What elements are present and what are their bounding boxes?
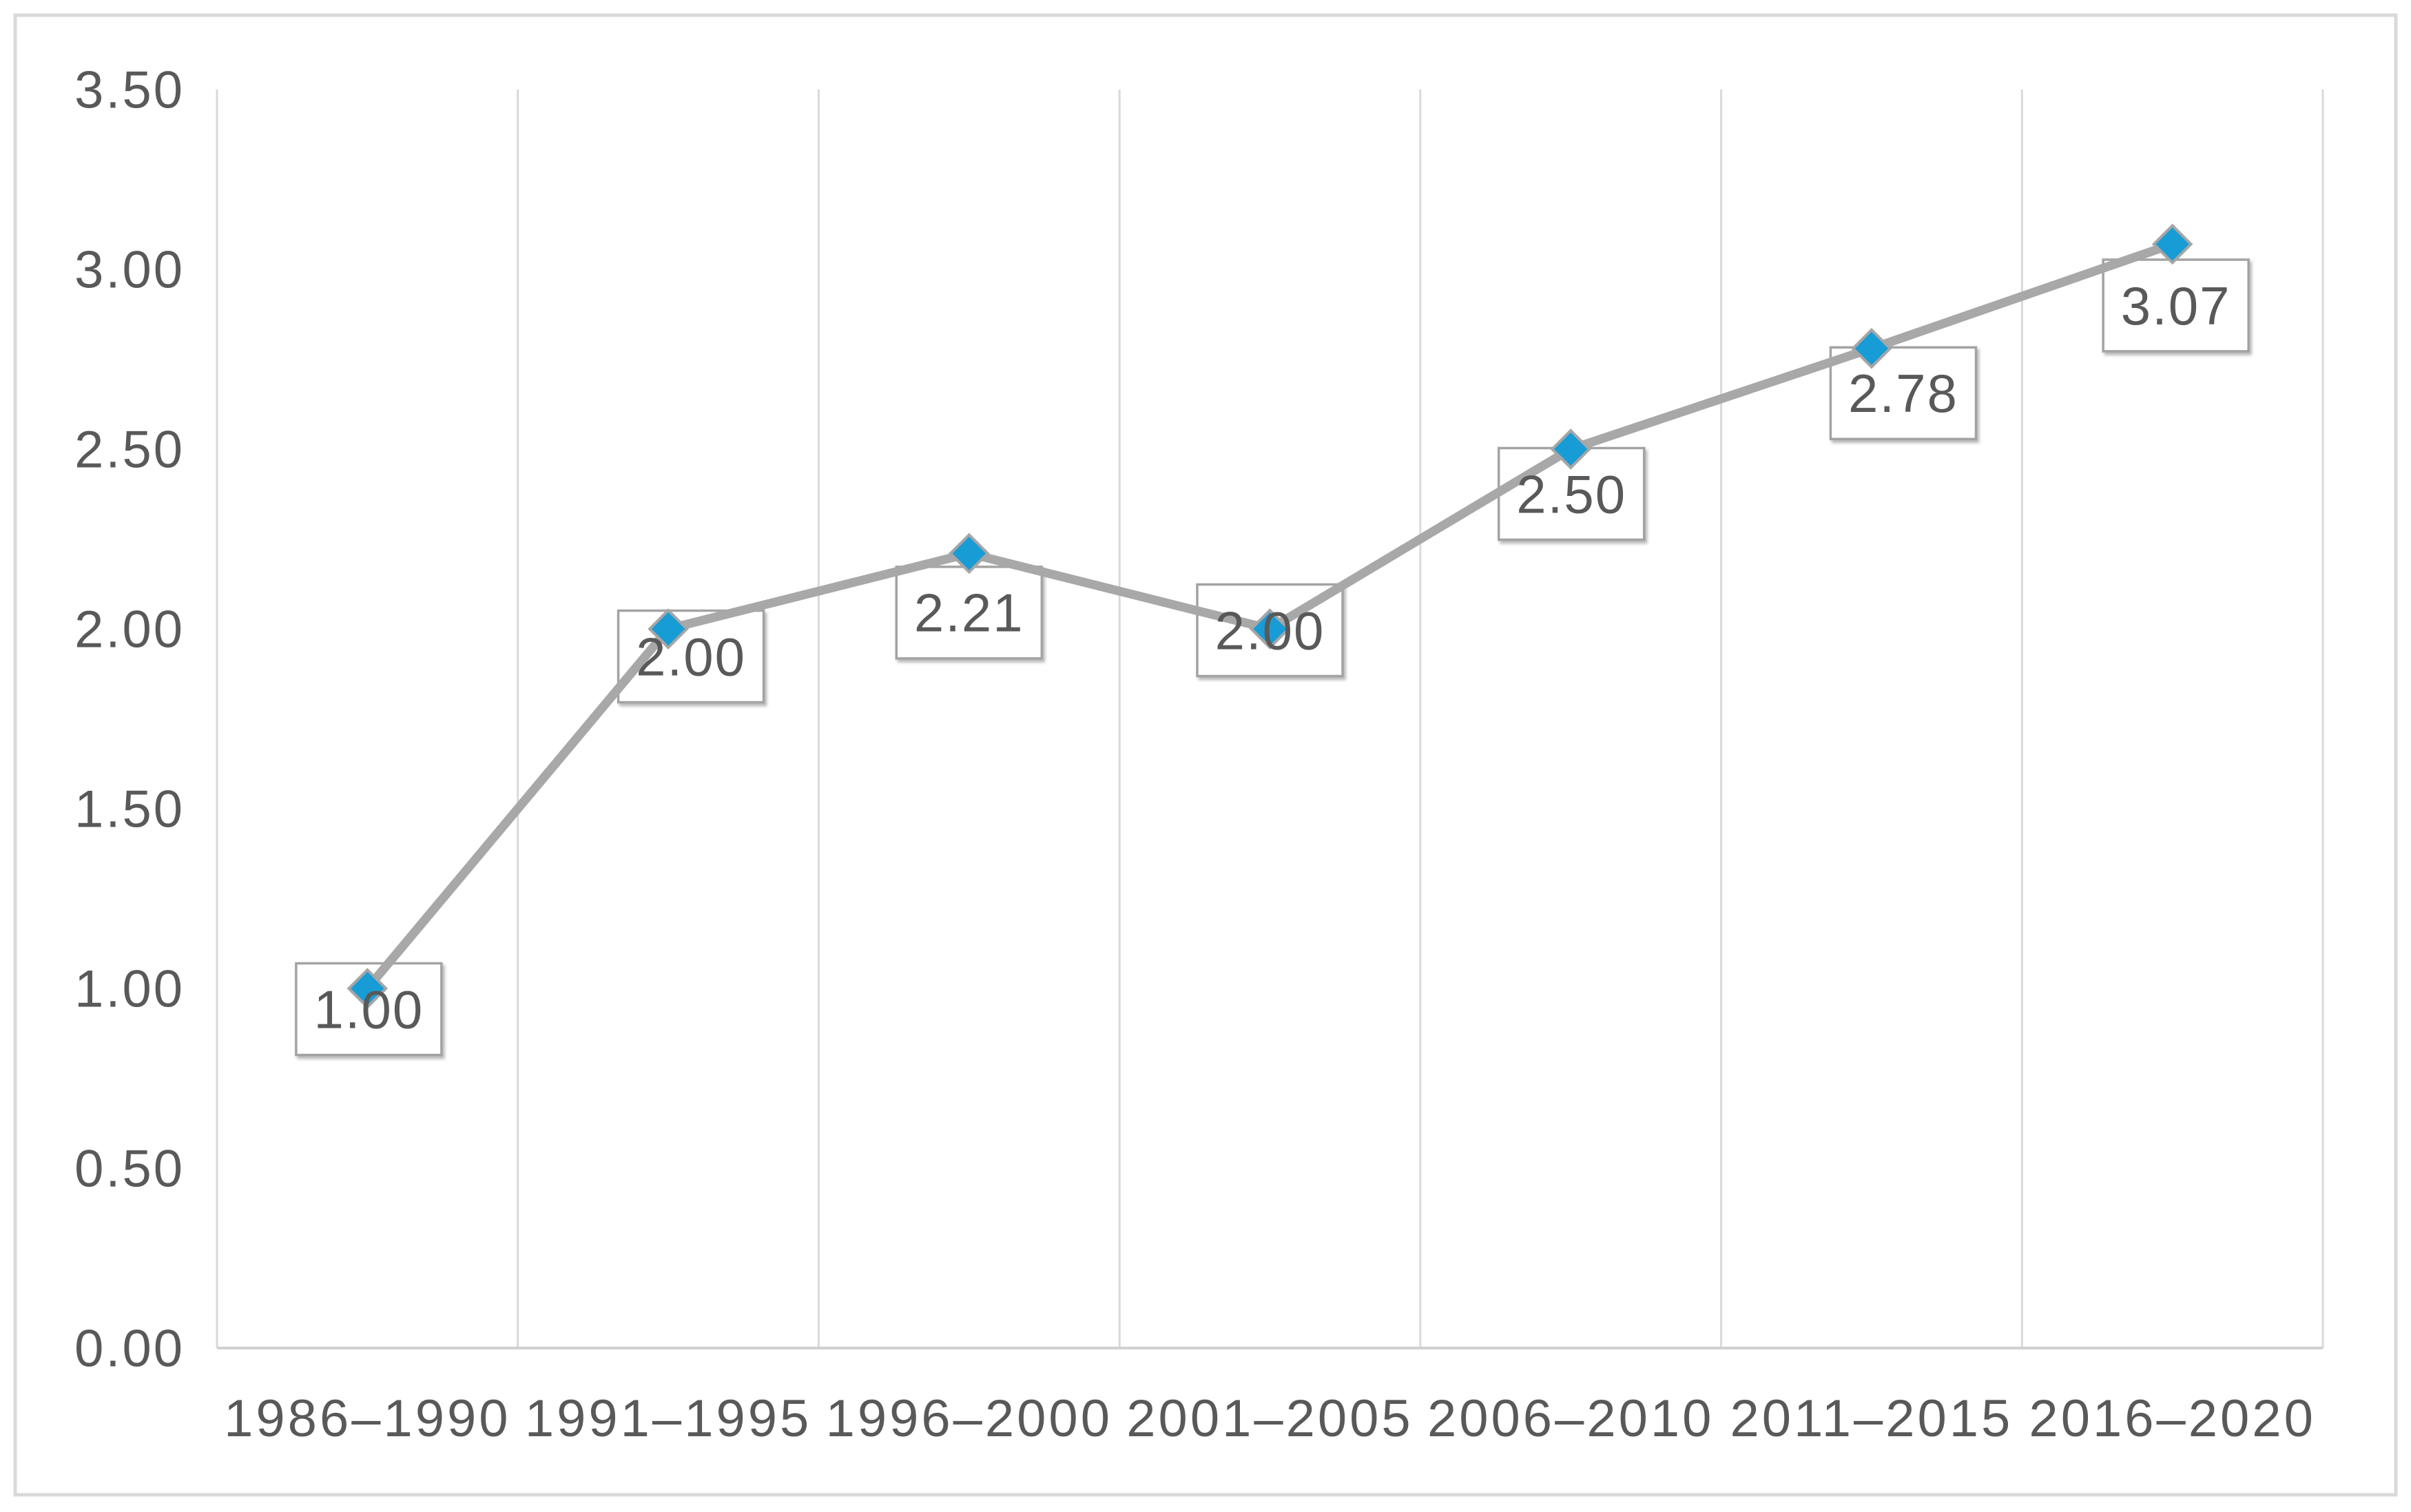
x-axis-category-label: 1986–1990	[224, 1389, 510, 1448]
y-axis-tick-label: 0.50	[74, 1140, 185, 1199]
chart-border	[13, 13, 2398, 1497]
y-axis-tick-label: 0.00	[74, 1320, 185, 1378]
markers-group	[346, 223, 2193, 1009]
x-axis-category-label: 1991–1995	[525, 1389, 811, 1448]
data-label-value: 2.00	[1215, 600, 1325, 661]
x-axis-category-label: 2001–2005	[1126, 1389, 1413, 1448]
data-point-marker	[346, 968, 389, 1009]
data-label-value: 3.07	[2121, 276, 2231, 336]
x-axis-category-label: 2016–2020	[2029, 1389, 2315, 1448]
data-label-value: 2.50	[1516, 464, 1626, 524]
data-point-marker	[2151, 223, 2193, 265]
data-label-texts-group: 1.00 2.00 2.21 2.00 2.50 2.78 3.07	[313, 276, 2231, 1040]
data-point-marker	[648, 608, 689, 650]
y-axis-tick-label: 1.00	[74, 960, 185, 1019]
y-axis-tick-label: 1.50	[74, 780, 185, 839]
x-axis-category-labels: 1986–1990 1991–1995 1996–2000 2001–2005 2006…	[224, 1389, 2315, 1448]
x-axis-category-label: 2011–2015	[1730, 1389, 2014, 1448]
y-axis-tick-label: 3.50	[74, 61, 185, 120]
data-label-value: 2.00	[636, 626, 746, 687]
data-label-box	[1829, 346, 1978, 441]
y-axis-tick-label: 2.50	[74, 421, 185, 479]
data-point-marker	[1249, 608, 1291, 650]
data-point-marker	[948, 532, 990, 574]
data-label-value: 1.00	[313, 979, 424, 1039]
x-axis-category-label: 2006–2010	[1427, 1389, 1714, 1448]
data-label-value: 2.78	[1848, 363, 1958, 424]
y-axis-tick-label: 3.00	[74, 241, 185, 300]
data-point-marker	[1550, 428, 1592, 470]
x-axis-category-label: 1996–2000	[826, 1389, 1113, 1448]
data-point-marker	[1851, 328, 1892, 369]
y-axis-tick-label: 2.00	[74, 601, 185, 659]
data-label-value: 2.21	[914, 583, 1024, 643]
gridlines-group	[216, 90, 2324, 1348]
y-axis-tick-labels: 0.00 0.50 1.00 1.50 2.00 2.50 3.00 3.50	[74, 61, 185, 1378]
